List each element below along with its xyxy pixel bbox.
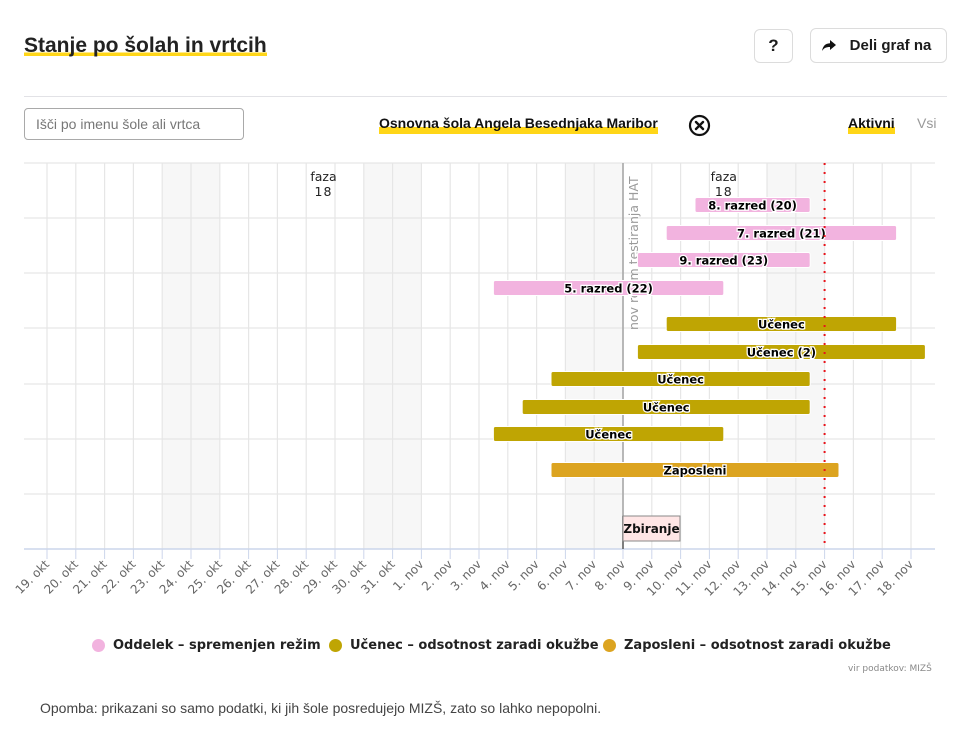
header-divider	[24, 96, 947, 97]
footnote: Opomba: prikazani so samo podatki, ki ji…	[40, 700, 602, 716]
legend-item-ucenec[interactable]: Učenec – odsotnost zaradi okužbe	[329, 638, 599, 653]
legend-dot-zaposleni	[603, 639, 616, 652]
page-title: Stanje po šolah in vrtcih	[24, 34, 267, 59]
legend-label-zaposleni: Zaposleni – odsotnost zaradi okužbe	[624, 638, 891, 653]
bar-ucenec	[521, 399, 811, 415]
legend-item-zaposleni[interactable]: Zaposleni – odsotnost zaradi okužbe	[603, 638, 891, 653]
x-tick-label: 3. nov	[448, 557, 484, 593]
x-tick-label: 1. nov	[390, 557, 426, 593]
legend-item-oddelek[interactable]: Oddelek – spremenjen režim	[92, 638, 321, 653]
bar-label: 8. razred (20)	[708, 199, 797, 213]
bar-oddelek	[636, 252, 811, 268]
x-tick-label: 4. nov	[477, 557, 513, 593]
bar-ucenec	[636, 344, 926, 360]
help-label: ?	[768, 36, 779, 55]
filter-active-tab[interactable]: Aktivni	[848, 115, 895, 134]
x-tick-label: 6. nov	[534, 557, 570, 593]
share-arrow-icon	[821, 39, 836, 51]
bar-label: Učenec	[585, 428, 632, 442]
bar-label: Učenec	[657, 373, 704, 387]
legend-label-oddelek: Oddelek – spremenjen režim	[113, 638, 321, 653]
help-button[interactable]: ?	[754, 29, 793, 63]
phase-label: faza	[711, 169, 737, 184]
bar-ucenec	[665, 316, 898, 332]
phase-number: 18	[315, 184, 333, 199]
filter-all-tab[interactable]: Vsi	[917, 115, 937, 131]
bar-oddelek	[694, 197, 811, 213]
bar-label: 5. razred (22)	[564, 282, 653, 296]
legend-label-ucenec: Učenec – odsotnost zaradi okužbe	[350, 638, 599, 653]
school-search-input[interactable]	[24, 108, 244, 140]
circle-x-icon[interactable]	[688, 114, 711, 137]
x-tick-label: 8. nov	[592, 557, 628, 593]
x-tick-label: 2. nov	[419, 557, 455, 593]
bar-label: Učenec	[643, 401, 690, 415]
flag-label: Zbiranje	[623, 522, 679, 536]
legend-dot-oddelek	[92, 639, 105, 652]
selected-school-label: Osnovna šola Angela Besednjaka Maribor	[379, 115, 658, 134]
phase-label: faza	[310, 169, 336, 184]
flag-box	[622, 515, 681, 542]
bar-label: Zaposleni	[664, 464, 727, 478]
data-source: vir podatkov: MIZŠ	[848, 664, 932, 674]
x-tick-label: 5. nov	[505, 557, 541, 593]
bar-label: 9. razred (23)	[679, 254, 768, 268]
bar-oddelek	[492, 280, 725, 296]
bar-label: Učenec (2)	[747, 346, 816, 360]
x-tick-label: 7. nov	[563, 557, 599, 593]
phase-number: 18	[715, 184, 733, 199]
bar-label: 7. razred (21)	[737, 227, 826, 241]
bar-zaposleni	[550, 462, 840, 478]
bar-ucenec	[550, 371, 811, 387]
bar-label: Učenec	[758, 318, 805, 332]
bar-ucenec	[492, 426, 725, 442]
share-button[interactable]: Deli graf na	[810, 28, 947, 63]
bar-oddelek	[665, 225, 898, 241]
share-label: Deli graf na	[849, 37, 932, 54]
legend-dot-ucenec	[329, 639, 342, 652]
